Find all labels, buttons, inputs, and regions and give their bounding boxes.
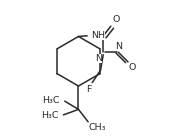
Text: N: N — [95, 54, 102, 63]
Text: O: O — [112, 15, 120, 24]
Text: NH: NH — [91, 31, 105, 40]
Text: H₃C: H₃C — [42, 96, 60, 105]
Text: N: N — [115, 42, 122, 51]
Text: CH₃: CH₃ — [89, 123, 106, 132]
Text: H₃C: H₃C — [41, 111, 59, 120]
Text: O: O — [129, 63, 136, 72]
Text: F: F — [86, 85, 92, 94]
